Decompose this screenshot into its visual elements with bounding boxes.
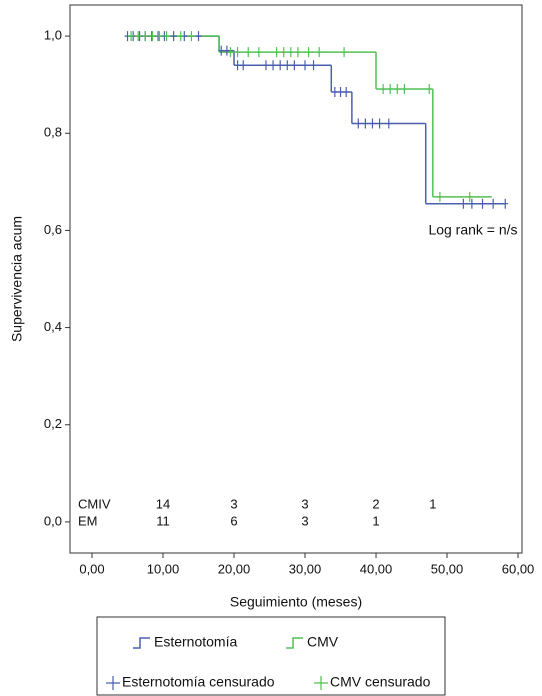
y-tick-label: 0,6 bbox=[44, 222, 62, 237]
censor-mark bbox=[394, 84, 401, 95]
y-tick-label: 0,4 bbox=[44, 319, 62, 334]
censor-mark bbox=[385, 118, 392, 129]
censor-mark bbox=[294, 47, 301, 58]
censor-mark bbox=[362, 118, 369, 129]
censor-mark bbox=[387, 84, 394, 95]
censor-mark bbox=[466, 191, 473, 202]
legend-label: CMV bbox=[307, 634, 339, 650]
censor-mark bbox=[401, 84, 408, 95]
censor-mark bbox=[227, 47, 234, 58]
censor-mark bbox=[355, 118, 362, 129]
censor-mark bbox=[284, 60, 291, 71]
risk-count: 3 bbox=[301, 496, 308, 511]
censor-mark bbox=[170, 31, 177, 42]
censor-mark bbox=[218, 45, 225, 56]
risk-count: 1 bbox=[429, 496, 436, 511]
censor-mark bbox=[468, 198, 475, 209]
censor-mark bbox=[337, 86, 344, 97]
x-tick-label: 0,00 bbox=[79, 561, 104, 576]
censor-mark bbox=[380, 84, 387, 95]
legend-label: CMV censurado bbox=[330, 674, 431, 690]
censor-mark bbox=[177, 31, 184, 42]
risk-count: 2 bbox=[372, 496, 379, 511]
risk-count: 3 bbox=[301, 513, 308, 528]
censor-mark bbox=[156, 31, 163, 42]
censor-mark bbox=[262, 60, 269, 71]
legend-swatch bbox=[106, 676, 120, 690]
censor-mark bbox=[270, 60, 277, 71]
censor-mark bbox=[369, 118, 376, 129]
censor-mark bbox=[128, 31, 135, 42]
censor-mark bbox=[376, 118, 383, 129]
censor-mark bbox=[460, 198, 467, 209]
x-tick-label: 30,00 bbox=[289, 561, 322, 576]
censor-mark bbox=[188, 31, 195, 42]
censor-mark bbox=[223, 45, 230, 56]
plot-frame bbox=[69, 4, 523, 554]
censor-mark bbox=[234, 60, 241, 71]
risk-count: 11 bbox=[156, 513, 170, 528]
censor-mark bbox=[479, 198, 486, 209]
risk-count: 14 bbox=[156, 496, 170, 511]
censor-mark bbox=[277, 60, 284, 71]
censor-mark bbox=[302, 60, 309, 71]
x-tick-label: 10,00 bbox=[147, 561, 180, 576]
censor-mark bbox=[436, 191, 443, 202]
censor-mark bbox=[234, 47, 241, 58]
y-tick-label: 0,2 bbox=[44, 416, 62, 431]
censor-mark bbox=[149, 31, 156, 42]
censor-mark bbox=[287, 47, 294, 58]
risk-count: 1 bbox=[372, 513, 379, 528]
x-tick-label: 40,00 bbox=[360, 561, 393, 576]
censor-mark bbox=[316, 47, 323, 58]
risk-count: 3 bbox=[230, 496, 237, 511]
x-tick-label: 60,00 bbox=[502, 561, 535, 576]
censor-mark bbox=[490, 198, 497, 209]
censor-mark bbox=[142, 31, 149, 42]
censor-mark bbox=[291, 60, 298, 71]
legend bbox=[96, 616, 446, 696]
legend-label: Esternotomía censurado bbox=[122, 674, 275, 690]
censor-mark bbox=[343, 86, 350, 97]
y-tick-label: 0,8 bbox=[44, 125, 62, 140]
censor-mark bbox=[245, 47, 252, 58]
censor-mark bbox=[255, 47, 262, 58]
x-axis-label: Seguimiento (meses) bbox=[230, 594, 362, 610]
censor-mark bbox=[305, 47, 312, 58]
legend-swatch bbox=[286, 637, 303, 649]
y-axis-label: Supervivencia acum bbox=[9, 216, 25, 342]
legend-swatch bbox=[314, 676, 328, 690]
censor-mark bbox=[135, 31, 142, 42]
legend-label: Esternotomía bbox=[154, 634, 237, 650]
risk-count: 6 bbox=[230, 513, 237, 528]
censor-mark bbox=[195, 31, 202, 42]
y-tick-label: 0,0 bbox=[44, 513, 62, 528]
risk-row-label: EM bbox=[78, 513, 98, 528]
censor-mark bbox=[310, 60, 317, 71]
risk-row-label: CMIV bbox=[78, 496, 111, 511]
censor-mark bbox=[502, 198, 509, 209]
annotation: Log rank = n/s bbox=[428, 222, 517, 238]
censor-mark bbox=[331, 86, 338, 97]
y-tick-label: 1,0 bbox=[44, 28, 62, 43]
x-tick-label: 20,00 bbox=[218, 561, 251, 576]
censor-mark bbox=[341, 47, 348, 58]
legend-swatch bbox=[133, 637, 150, 649]
censor-mark bbox=[273, 47, 280, 58]
censor-mark bbox=[240, 60, 247, 71]
censor-mark bbox=[163, 31, 170, 42]
x-tick-label: 50,00 bbox=[431, 561, 464, 576]
censor-mark bbox=[426, 84, 433, 95]
censor-mark bbox=[280, 47, 287, 58]
